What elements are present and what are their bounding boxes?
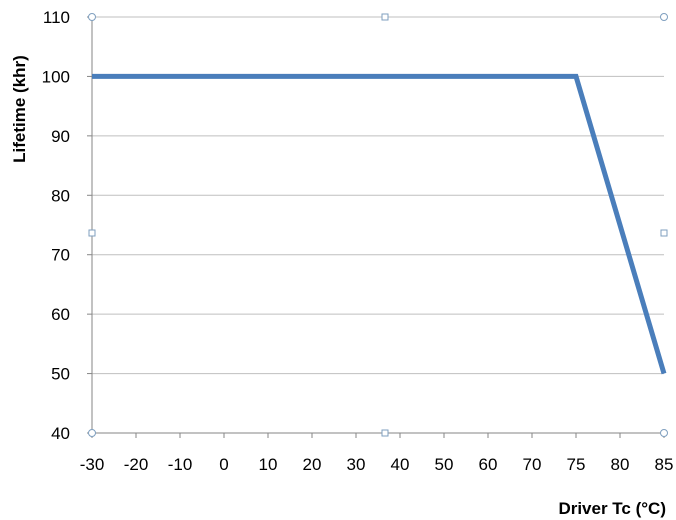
handle-top-left[interactable]	[88, 13, 96, 21]
x-tick-label-85: 85	[655, 455, 674, 474]
selection-handles[interactable]	[88, 13, 668, 437]
x-tick-label-20: 20	[303, 455, 322, 474]
handle-bottom-middle[interactable]	[381, 429, 389, 437]
x-tick-label-80: 80	[611, 455, 630, 474]
handle-bottom-left[interactable]	[88, 429, 96, 437]
x-tick-label--10: -10	[168, 455, 193, 474]
x-tick-label-0: 0	[219, 455, 228, 474]
y-tick-label-60: 60	[51, 305, 70, 324]
x-tick-label-75: 75	[567, 455, 586, 474]
series-line-0	[92, 73, 667, 375]
x-tick-label-50: 50	[435, 455, 454, 474]
x-tick-label--30: -30	[80, 455, 105, 474]
y-tick-label-110: 110	[43, 8, 70, 27]
y-tick-label-40: 40	[51, 424, 70, 443]
y-tick-label-90: 90	[51, 127, 70, 146]
y-tick-labels: 40 50 60 70 80 90 100 110	[42, 8, 70, 443]
y-tick-label-70: 70	[51, 246, 70, 265]
x-axis-title: Driver Tc (°C)	[558, 499, 666, 518]
handle-right-middle[interactable]	[660, 229, 668, 237]
handle-left-middle[interactable]	[88, 229, 96, 237]
handle-top-right[interactable]	[660, 13, 668, 21]
y-tick-label-50: 50	[51, 365, 70, 384]
y-axis-title: Lifetime (khr)	[10, 55, 29, 163]
x-tick-label-60: 60	[479, 455, 498, 474]
x-tick-label-10: 10	[259, 455, 278, 474]
y-tick-label-100: 100	[42, 67, 70, 86]
x-tick-labels: -30 -20 -10 0 10 20 30 40 50 60 70 75 80 85	[80, 455, 674, 474]
y-tick-label-80: 80	[51, 186, 70, 205]
handle-top-middle[interactable]	[381, 13, 389, 21]
series-layer	[92, 73, 667, 375]
handle-bottom-right[interactable]	[660, 429, 668, 437]
axes	[87, 16, 665, 438]
x-tick-label-70: 70	[523, 455, 542, 474]
x-tick-label-30: 30	[347, 455, 366, 474]
x-tick-label-40: 40	[391, 455, 410, 474]
x-tick-label--20: -20	[124, 455, 149, 474]
